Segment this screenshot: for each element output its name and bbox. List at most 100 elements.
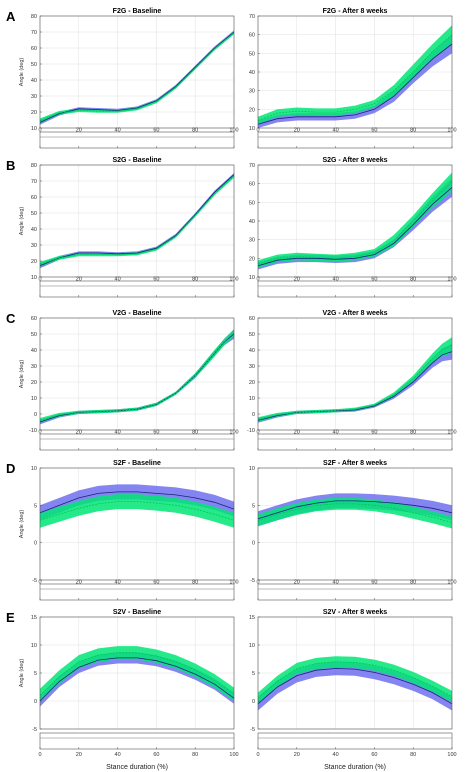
panel-letter: A xyxy=(6,9,16,24)
x-tick-label: 0 xyxy=(38,430,41,436)
band-green xyxy=(258,497,452,529)
band-green xyxy=(40,329,234,423)
x-tick-label: 40 xyxy=(333,277,339,283)
x-tick-label: 80 xyxy=(192,580,198,586)
plot-frame xyxy=(39,15,235,129)
y-tick-label: 0 xyxy=(252,541,255,547)
mean-line-green xyxy=(257,181,453,265)
strip-frame xyxy=(39,280,235,298)
y-tick-label: 70 xyxy=(31,30,37,36)
y-tick-label: 50 xyxy=(31,62,37,68)
y-tick-label: 5 xyxy=(252,671,255,677)
y-tick-label: -10 xyxy=(29,428,37,434)
x-tick-label: 40 xyxy=(115,430,121,436)
panel-letter: C xyxy=(6,311,16,326)
x-tick-label: 0 xyxy=(256,128,259,134)
x-tick-label: 0 xyxy=(38,128,41,134)
y-tick-label: 70 xyxy=(249,14,255,20)
strip-frame xyxy=(257,433,453,451)
panel-letter: B xyxy=(6,158,15,173)
x-tick-label: 40 xyxy=(333,752,339,758)
x-tick-label: 100 xyxy=(447,128,456,134)
mean-line-blue xyxy=(39,333,235,423)
y-tick-label: 20 xyxy=(249,256,255,262)
x-tick-label: 0 xyxy=(38,277,41,283)
mean-line-green xyxy=(257,344,453,420)
mean-line-green xyxy=(39,32,235,122)
y-tick-label: 15 xyxy=(249,615,255,621)
x-tick-label: 20 xyxy=(294,430,300,436)
x-tick-label: 40 xyxy=(333,128,339,134)
chart-panel-b-right: 10 20 30 40 50 60 70 0 20 40 60 80 100 S2G - After 8 … xyxy=(249,157,457,298)
y-tick-label: 20 xyxy=(31,110,37,116)
x-tick-label: 60 xyxy=(371,277,377,283)
x-tick-label: 20 xyxy=(294,752,300,758)
x-tick-label: 100 xyxy=(447,430,456,436)
mean-line-blue xyxy=(257,187,453,267)
y-tick-label: 60 xyxy=(31,316,37,322)
y-tick-label: -5 xyxy=(32,578,37,584)
x-tick-label: 100 xyxy=(229,128,238,134)
x-tick-label: 60 xyxy=(153,752,159,758)
mean-line-green xyxy=(39,652,235,696)
x-tick-label: 0 xyxy=(38,752,41,758)
y-tick-label: 10 xyxy=(249,396,255,402)
x-tick-label: 0 xyxy=(256,752,259,758)
y-tick-label: 30 xyxy=(249,89,255,95)
x-tick-label: 100 xyxy=(447,752,456,758)
x-tick-label: 0 xyxy=(256,277,259,283)
y-tick-label: 5 xyxy=(252,503,255,509)
y-tick-label: 50 xyxy=(31,332,37,338)
y-tick-label: 10 xyxy=(31,643,37,649)
mean-line-blue xyxy=(39,657,235,702)
chart-panel-e-left: -5 0 5 10 15 0 20 40 60 80 100 S2V - Baseline E Angle… xyxy=(6,609,239,771)
chart-panel-e-right: -5 0 5 10 15 0 20 40 60 80 100 S2V - After 8 weeks S… xyxy=(249,609,457,771)
x-tick-label: 80 xyxy=(410,580,416,586)
mean-line-blue xyxy=(257,351,453,421)
x-tick-label: 60 xyxy=(371,752,377,758)
y-tick-label: 50 xyxy=(249,51,255,57)
y-tick-label: 40 xyxy=(249,70,255,76)
mean-line-green xyxy=(39,175,235,265)
x-tick-label: 100 xyxy=(229,580,238,586)
y-tick-label: 0 xyxy=(34,699,37,705)
chart-panel-a-right: 10 20 30 40 50 60 70 0 20 40 60 80 100 F2G - After 8 … xyxy=(249,8,457,149)
chart-title: S2G - After 8 weeks xyxy=(322,157,387,164)
x-tick-label: 100 xyxy=(229,430,238,436)
plot-frame xyxy=(39,164,235,278)
chart-title: V2G - After 8 weeks xyxy=(322,310,387,317)
y-tick-label: 60 xyxy=(249,182,255,188)
x-tick-label: 60 xyxy=(153,128,159,134)
y-axis-label: Angle (deg) xyxy=(19,510,25,539)
x-tick-label: 0 xyxy=(38,580,41,586)
y-axis-label: Angle (deg) xyxy=(19,360,25,389)
x-tick-label: 0 xyxy=(256,430,259,436)
band-green xyxy=(40,31,234,124)
chart-title: V2G - Baseline xyxy=(112,310,161,317)
x-tick-label: 40 xyxy=(115,752,121,758)
y-tick-label: 10 xyxy=(249,126,255,132)
y-tick-label: 60 xyxy=(31,46,37,52)
y-tick-label: 20 xyxy=(31,380,37,386)
y-tick-label: 20 xyxy=(249,380,255,386)
x-tick-label: 80 xyxy=(192,128,198,134)
y-tick-label: 50 xyxy=(31,211,37,217)
y-tick-label: 50 xyxy=(249,332,255,338)
panel-letter: E xyxy=(6,610,15,625)
mean-line-blue xyxy=(39,31,235,123)
y-tick-label: 30 xyxy=(249,238,255,244)
x-tick-label: 80 xyxy=(410,752,416,758)
y-tick-label: 30 xyxy=(31,94,37,100)
y-tick-label: 60 xyxy=(249,33,255,39)
strip-frame xyxy=(257,583,453,601)
x-tick-label: 60 xyxy=(371,430,377,436)
x-tick-label: 80 xyxy=(192,752,198,758)
x-tick-label: 20 xyxy=(294,580,300,586)
x-tick-label: 20 xyxy=(76,128,82,134)
y-tick-label: 10 xyxy=(249,643,255,649)
x-tick-label: 100 xyxy=(447,580,456,586)
y-tick-label: 20 xyxy=(31,259,37,265)
y-tick-label: 5 xyxy=(34,503,37,509)
